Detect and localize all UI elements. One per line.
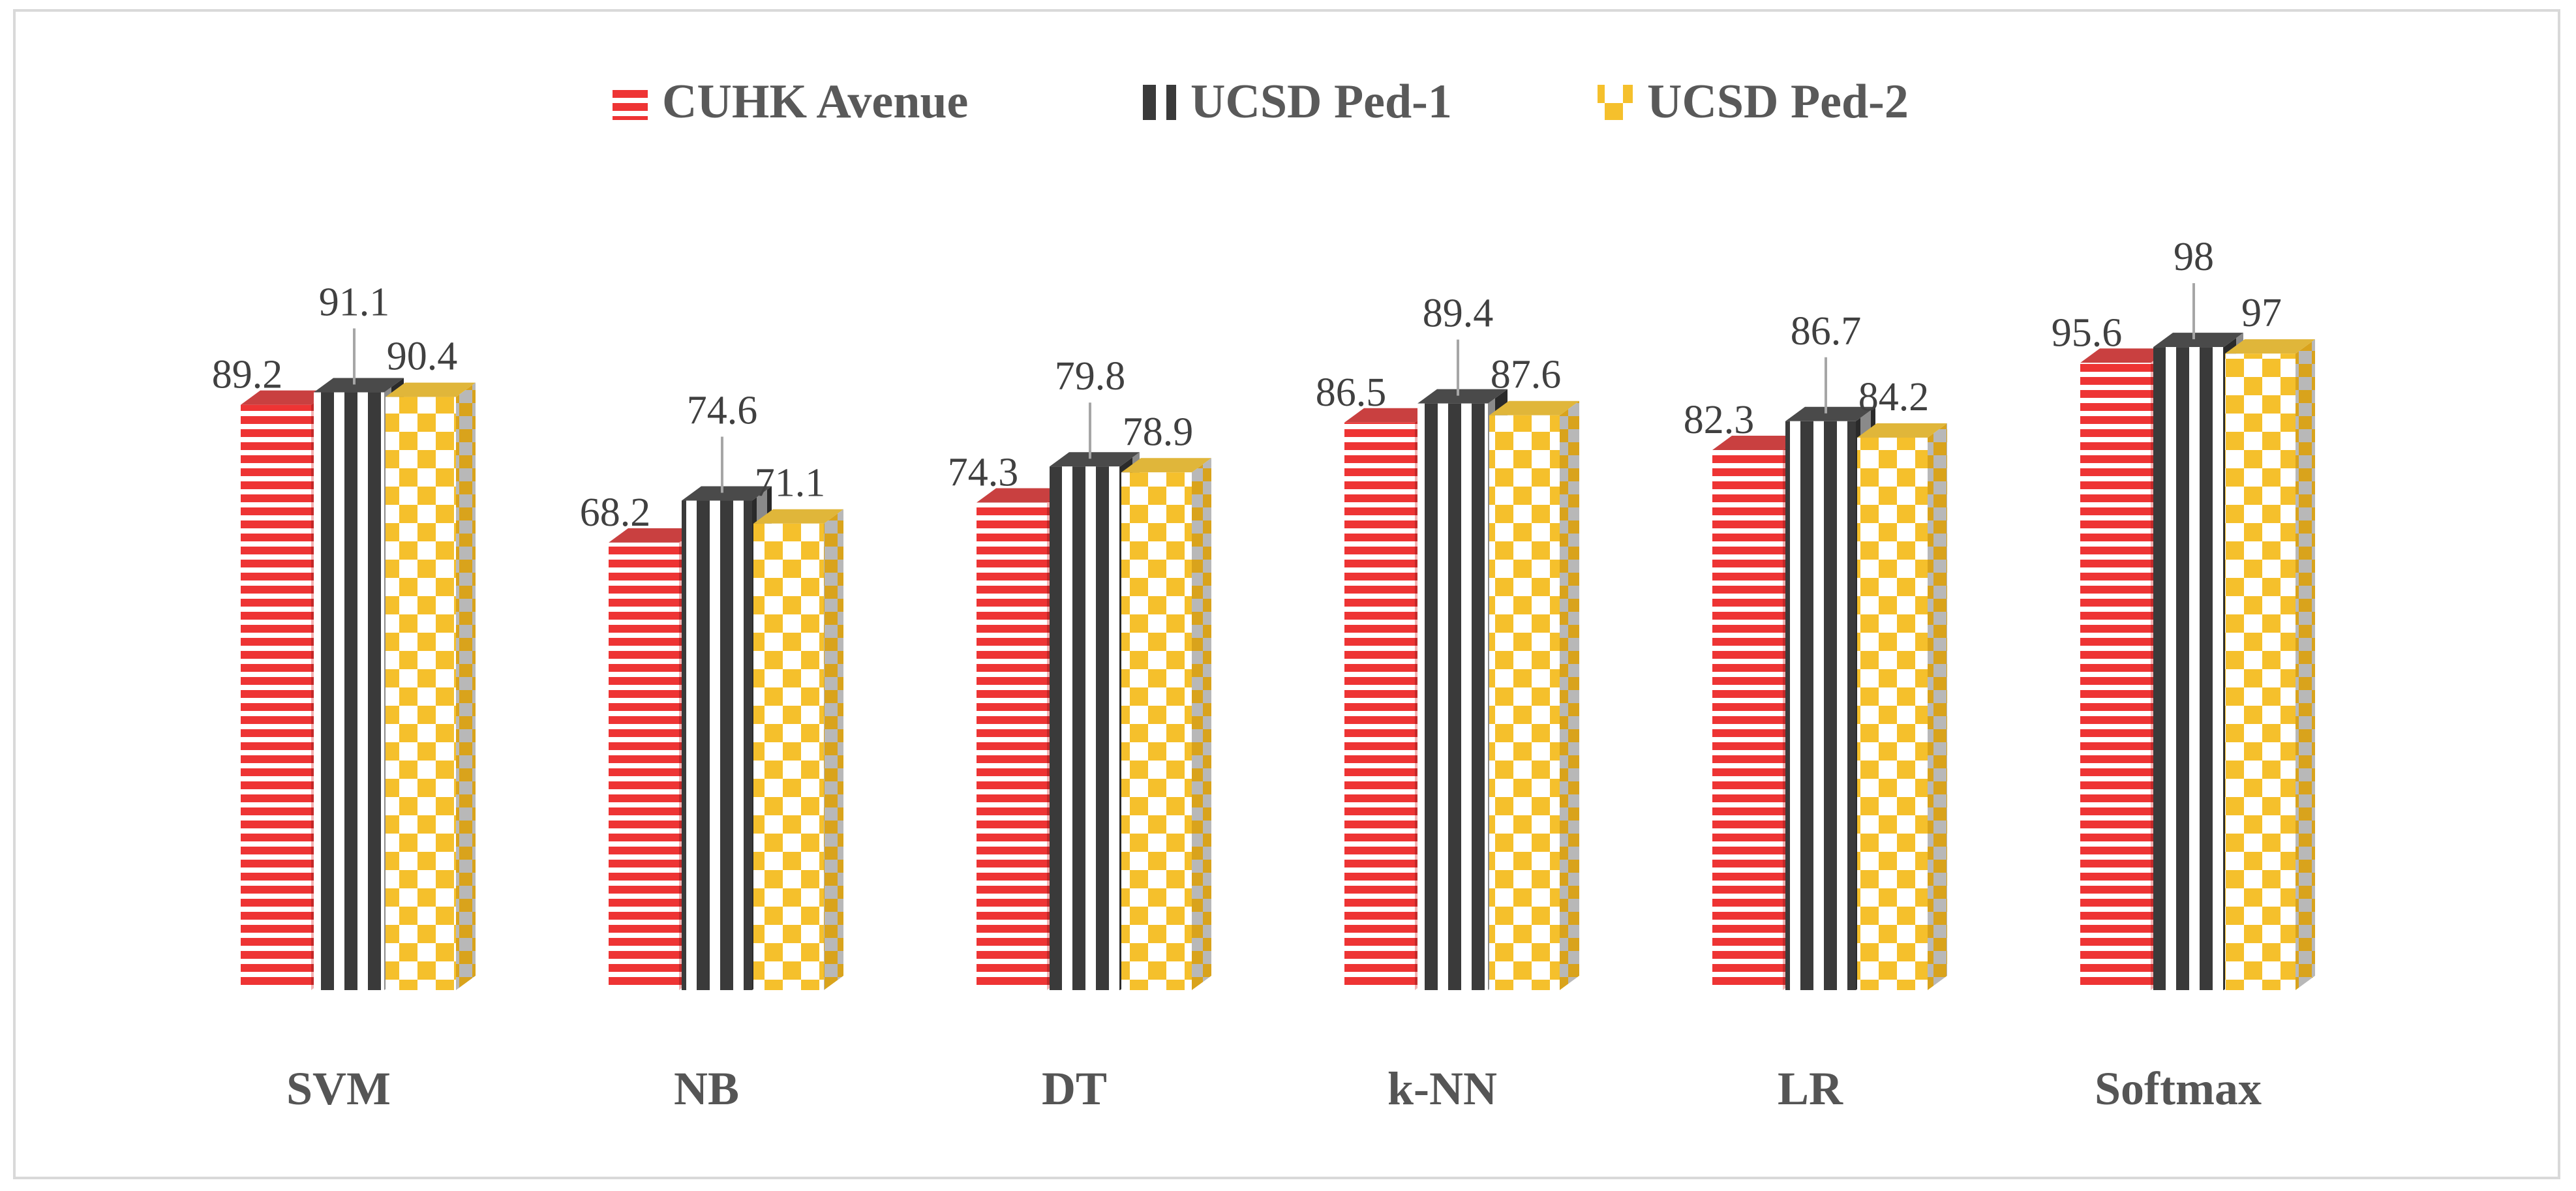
bar-top-face — [1121, 458, 1211, 473]
bar-front-face — [1489, 415, 1560, 990]
legend-label: UCSD Ped-2 — [1647, 75, 1909, 128]
labels-layer: 89.2 91.1 90.4 68.2 74.6 71.1 74.3 79.8 78.9 86.5… — [212, 235, 2282, 1115]
value-label-ucsd-ped-1-svm: 91.1 — [319, 280, 390, 325]
category-label-svm: SVM — [286, 1063, 391, 1115]
value-label-cuhk-avenue-svm: 89.2 — [212, 353, 283, 397]
value-label-ucsd-ped-2-softmax: 97 — [2241, 291, 2282, 335]
bar-front-face — [2153, 347, 2224, 990]
bar-front-face — [682, 500, 752, 990]
legend-label: CUHK Avenue — [662, 75, 968, 128]
value-label-ucsd-ped-2-lr: 84.2 — [1858, 375, 1930, 419]
bar-side-face — [1928, 423, 1947, 990]
bar-group-lr — [1712, 406, 1947, 990]
bar-front-face — [977, 502, 1047, 990]
value-label-cuhk-avenue-nb: 68.2 — [580, 490, 651, 535]
value-label-ucsd-ped-2-svm: 90.4 — [387, 335, 458, 379]
bar-side-face — [1192, 458, 1211, 990]
bar-top-face — [1489, 400, 1579, 415]
legend-item-ucsd-ped-2: UCSD Ped-2 — [1598, 75, 1909, 128]
value-label-ucsd-ped-1-k-nn: 89.4 — [1423, 292, 1494, 336]
bar-top-face — [2225, 339, 2315, 354]
value-label-cuhk-avenue-dt: 74.3 — [948, 451, 1019, 495]
value-label-cuhk-avenue-softmax: 95.6 — [2052, 310, 2123, 355]
bar-front-face — [1121, 472, 1192, 990]
bar-side-face — [1560, 400, 1579, 990]
category-label-nb: NB — [674, 1063, 739, 1115]
value-label-ucsd-ped-1-dt: 79.8 — [1055, 354, 1126, 399]
bar-front-face — [314, 392, 384, 990]
bar-top-face — [1857, 423, 1947, 438]
value-label-cuhk-avenue-lr: 82.3 — [1684, 398, 1755, 442]
bar-top-face — [609, 528, 699, 543]
bar-top-face — [386, 382, 476, 397]
bar-top-face — [1712, 436, 1802, 451]
value-label-ucsd-ped-2-dt: 78.9 — [1123, 410, 1194, 454]
legend-item-ucsd-ped-1: UCSD Ped-1 — [1141, 75, 1452, 128]
bar-group-nb — [609, 486, 843, 990]
bar-top-face — [1785, 406, 1875, 421]
bar-top-face — [753, 509, 843, 524]
category-label-k-nn: k-NN — [1387, 1063, 1497, 1115]
bar-ucsd-ped-2-lr — [1857, 423, 1947, 990]
bar-front-face — [1785, 421, 1856, 990]
bar-top-face — [1050, 452, 1140, 467]
bar-ucsd-ped-2-dt — [1121, 458, 1211, 990]
bar-top-face — [2153, 333, 2243, 348]
bar-front-face — [241, 404, 311, 990]
bar-top-face — [682, 486, 772, 501]
bar-front-face — [386, 397, 456, 990]
value-label-cuhk-avenue-k-nn: 86.5 — [1316, 370, 1387, 415]
bar-chart: CUHK Avenue UCSD Ped-1 UCSD Ped-2 89.2 91.1… — [212, 75, 2315, 1115]
bar-group-softmax — [2080, 333, 2315, 990]
bar-front-face — [1050, 466, 1120, 990]
bar-group-k-nn — [1344, 389, 1579, 990]
bar-top-face — [977, 488, 1067, 503]
chart-frame: CUHK Avenue UCSD Ped-1 UCSD Ped-2 89.2 91.1… — [13, 9, 2560, 1179]
value-label-ucsd-ped-1-softmax: 98 — [2174, 235, 2214, 279]
bar-side-face — [456, 382, 476, 990]
bar-front-face — [753, 523, 824, 990]
bar-front-face — [1857, 437, 1928, 990]
legend-swatch — [613, 85, 648, 120]
legend-item-cuhk-avenue: CUHK Avenue — [613, 75, 968, 128]
bar-front-face — [1417, 403, 1488, 990]
legend: CUHK Avenue UCSD Ped-1 UCSD Ped-2 — [613, 75, 1909, 128]
bar-side-face — [2296, 339, 2315, 990]
bar-ucsd-ped-2-softmax — [2225, 339, 2315, 990]
category-label-dt: DT — [1042, 1063, 1107, 1115]
bars-layer — [241, 333, 2315, 990]
legend-label: UCSD Ped-1 — [1190, 75, 1452, 128]
category-label-lr: LR — [1778, 1063, 1843, 1115]
bar-group-dt — [977, 452, 1211, 990]
bar-top-face — [314, 378, 404, 393]
bar-top-face — [2080, 348, 2170, 363]
bar-front-face — [609, 542, 679, 990]
legend-swatch — [1141, 85, 1176, 120]
bar-front-face — [2080, 363, 2151, 990]
bar-front-face — [1712, 450, 1783, 990]
value-label-ucsd-ped-2-nb: 71.1 — [755, 461, 826, 505]
bar-top-face — [1417, 389, 1508, 404]
value-label-ucsd-ped-2-k-nn: 87.6 — [1491, 353, 1562, 397]
category-label-softmax: Softmax — [2095, 1063, 2262, 1115]
bar-group-svm — [241, 378, 476, 990]
bar-front-face — [1344, 422, 1415, 990]
bar-ucsd-ped-2-k-nn — [1489, 400, 1579, 990]
bar-ucsd-ped-2-svm — [386, 382, 476, 990]
value-label-ucsd-ped-1-lr: 86.7 — [1791, 309, 1862, 354]
bar-ucsd-ped-2-nb — [753, 509, 843, 990]
bar-top-face — [241, 390, 331, 405]
value-label-ucsd-ped-1-nb: 74.6 — [687, 389, 758, 433]
bar-top-face — [1344, 408, 1434, 423]
bar-side-face — [824, 509, 843, 990]
bar-front-face — [2225, 354, 2296, 990]
legend-swatch — [1598, 85, 1633, 120]
